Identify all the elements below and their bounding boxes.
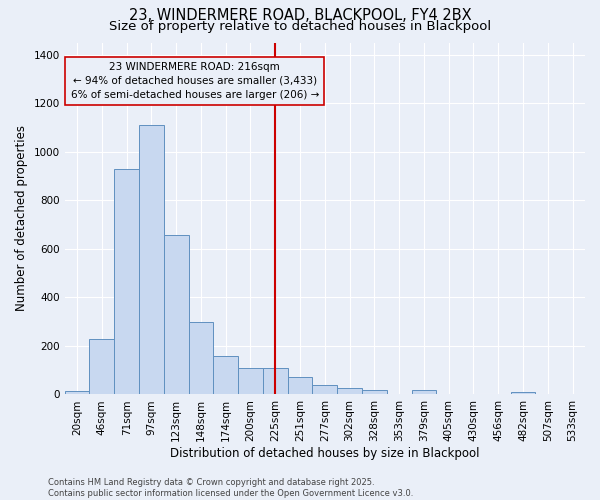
Bar — [511, 392, 535, 394]
Bar — [214, 356, 238, 395]
Text: Contains HM Land Registry data © Crown copyright and database right 2025.
Contai: Contains HM Land Registry data © Crown c… — [48, 478, 413, 498]
Y-axis label: Number of detached properties: Number of detached properties — [15, 126, 28, 312]
Bar — [337, 388, 362, 394]
Bar — [65, 391, 89, 394]
Text: 23 WINDERMERE ROAD: 216sqm
← 94% of detached houses are smaller (3,433)
6% of se: 23 WINDERMERE ROAD: 216sqm ← 94% of deta… — [71, 62, 319, 100]
Bar — [313, 384, 337, 394]
Bar — [263, 368, 287, 394]
Bar — [89, 338, 114, 394]
Bar — [412, 390, 436, 394]
Bar — [164, 236, 188, 394]
Bar — [188, 322, 214, 394]
X-axis label: Distribution of detached houses by size in Blackpool: Distribution of detached houses by size … — [170, 447, 479, 460]
Bar — [139, 125, 164, 394]
Bar — [114, 168, 139, 394]
Text: Size of property relative to detached houses in Blackpool: Size of property relative to detached ho… — [109, 20, 491, 33]
Bar — [362, 390, 387, 394]
Bar — [238, 368, 263, 394]
Text: 23, WINDERMERE ROAD, BLACKPOOL, FY4 2BX: 23, WINDERMERE ROAD, BLACKPOOL, FY4 2BX — [128, 8, 472, 22]
Bar — [287, 378, 313, 394]
